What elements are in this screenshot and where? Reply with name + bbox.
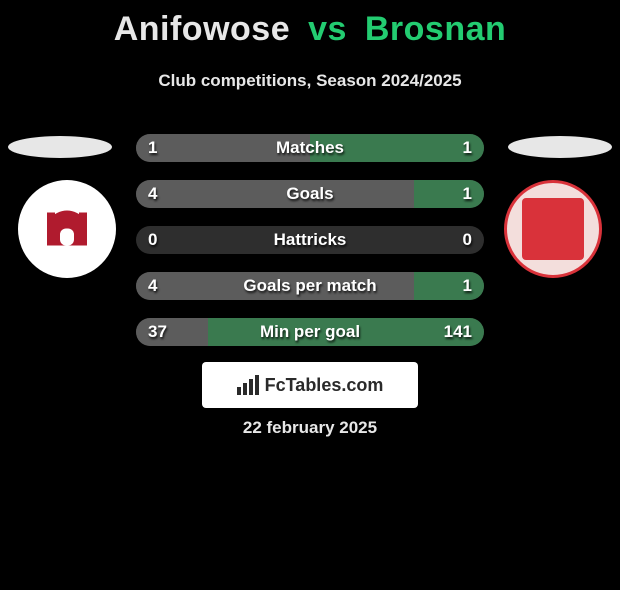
fort-icon (32, 191, 102, 261)
stat-row: 37Min per goal141 (136, 318, 484, 346)
stat-value-right: 1 (463, 272, 472, 300)
page-title: Anifowose vs Brosnan (0, 10, 620, 49)
stat-label: Min per goal (136, 318, 484, 346)
stat-rows: 1Matches14Goals10Hattricks04Goals per ma… (136, 134, 484, 364)
club-badge-right (504, 180, 602, 278)
brand-box: FcTables.com (202, 362, 418, 408)
stat-label: Matches (136, 134, 484, 162)
date-label: 22 february 2025 (0, 418, 620, 438)
stat-value-right: 1 (463, 180, 472, 208)
vs-label: vs (308, 10, 347, 48)
stat-value-right: 0 (463, 226, 472, 254)
brand-text: FcTables.com (265, 375, 384, 396)
bar-chart-icon (237, 375, 259, 395)
stat-label: Hattricks (136, 226, 484, 254)
stat-row: 4Goals1 (136, 180, 484, 208)
player2-name: Brosnan (365, 10, 506, 48)
club-badge-left (18, 180, 116, 278)
stat-label: Goals per match (136, 272, 484, 300)
stat-label: Goals (136, 180, 484, 208)
stat-value-right: 141 (444, 318, 472, 346)
shadow-ellipse-left (8, 136, 112, 158)
stat-row: 0Hattricks0 (136, 226, 484, 254)
stat-row: 1Matches1 (136, 134, 484, 162)
player1-name: Anifowose (114, 10, 290, 48)
subtitle: Club competitions, Season 2024/2025 (0, 71, 620, 91)
stat-row: 4Goals per match1 (136, 272, 484, 300)
badge-right-inner (522, 198, 584, 260)
shadow-ellipse-right (508, 136, 612, 158)
stat-value-right: 1 (463, 134, 472, 162)
